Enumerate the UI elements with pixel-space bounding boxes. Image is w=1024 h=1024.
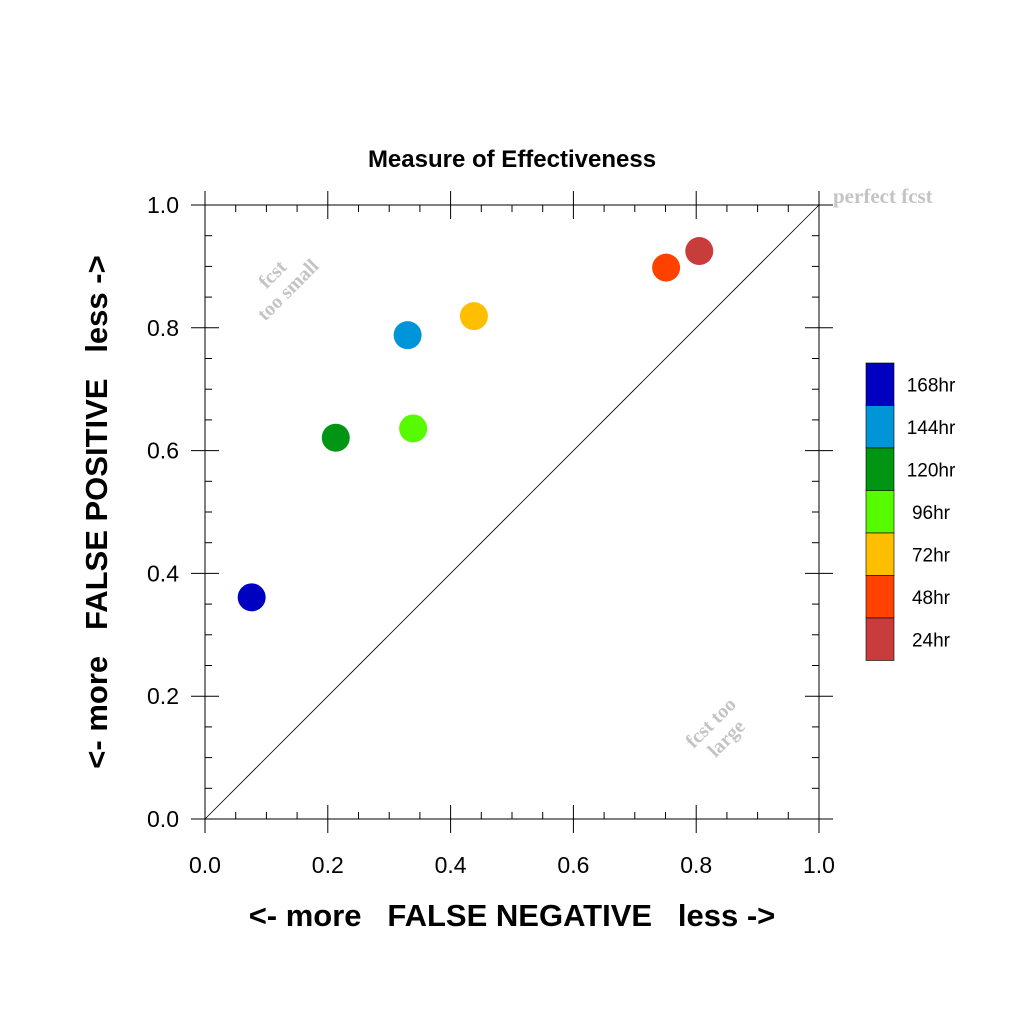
point-72hr: [459, 302, 488, 331]
legend-swatch-24hr: [865, 617, 895, 661]
y-tick-label: 0.6: [147, 438, 179, 464]
y-tick-label: 0.2: [147, 683, 179, 709]
minor-ticks: [205, 205, 819, 819]
y-tick-label: 0.4: [147, 560, 179, 586]
annotation-small-line2: too small: [253, 255, 323, 325]
annotation-fcst-too-small: fcst too small: [253, 255, 323, 325]
legend-label-96hr: 96hr: [912, 503, 951, 524]
legend-label-48hr: 48hr: [912, 588, 951, 609]
data-points: [237, 237, 714, 612]
x-axis-label: <- more FALSE NEGATIVE less ->: [249, 898, 776, 933]
point-144hr: [393, 321, 422, 350]
legend-label-120hr: 120hr: [907, 460, 956, 481]
y-axis-label: <- more FALSE POSITIVE less ->: [79, 255, 114, 768]
point-48hr: [652, 253, 681, 282]
point-96hr: [399, 414, 428, 443]
x-tick-labels: 0.0 0.2 0.4 0.6 0.8 1.0: [189, 852, 835, 878]
y-tick-label: 0.8: [147, 315, 179, 341]
legend-swatch-144hr: [865, 405, 895, 449]
legend-label-168hr: 168hr: [907, 375, 956, 396]
point-120hr: [321, 423, 350, 452]
x-tick-label: 0.4: [435, 852, 467, 878]
legend-swatch-48hr: [865, 575, 895, 619]
legend-swatch-96hr: [865, 490, 895, 534]
legend: 168hr 144hr 120hr 96hr 72hr 48hr 24hr: [865, 362, 956, 661]
legend-label-144hr: 144hr: [907, 418, 956, 439]
legend-swatch-120hr: [865, 447, 895, 491]
point-168hr: [237, 583, 266, 612]
legend-swatch-72hr: [865, 532, 895, 576]
annotation-perfect-fcst: perfect fcst: [833, 184, 933, 208]
chart-title: Measure of Effectiveness: [368, 146, 656, 173]
x-tick-label: 0.8: [680, 852, 712, 878]
x-tick-label: 0.0: [189, 852, 221, 878]
y-tick-labels: 0.0 0.2 0.4 0.6 0.8 1.0: [147, 192, 179, 832]
diagonal-line: [204, 204, 820, 820]
x-tick-label: 1.0: [803, 852, 835, 878]
y-tick-label: 0.0: [147, 806, 179, 832]
x-tick-label: 0.6: [557, 852, 589, 878]
point-24hr: [685, 237, 714, 266]
legend-swatch-168hr: [865, 362, 895, 406]
legend-label-24hr: 24hr: [912, 630, 951, 651]
y-tick-label: 1.0: [147, 192, 179, 218]
legend-label-72hr: 72hr: [912, 545, 951, 566]
annotation-fcst-too-large: fcst too large: [682, 694, 750, 762]
x-tick-label: 0.2: [312, 852, 344, 878]
major-ticks: [191, 191, 833, 833]
